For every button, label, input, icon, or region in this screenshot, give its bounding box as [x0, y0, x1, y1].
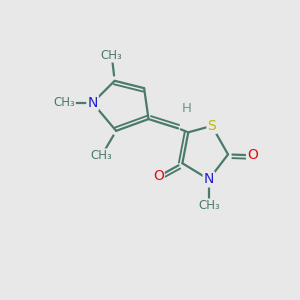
Text: CH₃: CH₃	[198, 200, 220, 212]
Text: O: O	[247, 148, 258, 162]
Text: S: S	[208, 119, 216, 133]
Text: N: N	[204, 172, 214, 186]
Text: CH₃: CH₃	[53, 96, 75, 110]
Text: CH₃: CH₃	[101, 49, 123, 62]
Text: N: N	[87, 96, 98, 110]
Text: O: O	[153, 169, 164, 184]
Text: H: H	[182, 102, 192, 115]
Text: CH₃: CH₃	[91, 149, 112, 162]
